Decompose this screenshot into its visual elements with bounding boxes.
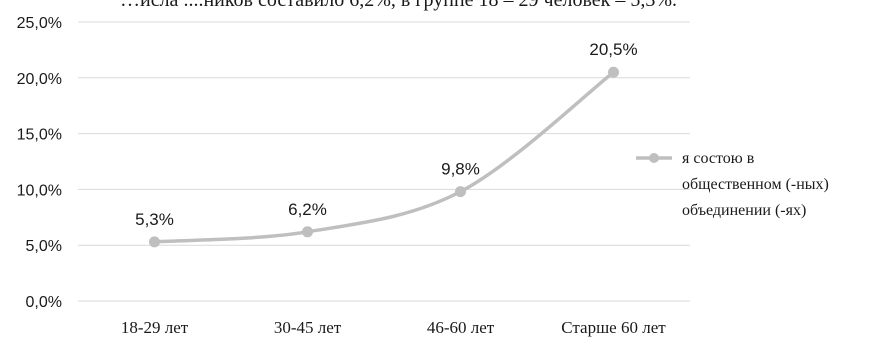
series-line xyxy=(154,70,615,244)
x-tick-label: 18-29 лет xyxy=(121,318,189,337)
y-tick-label: 5,0% xyxy=(26,238,62,255)
gridlines xyxy=(78,21,690,302)
data-label: 5,3% xyxy=(135,210,174,229)
legend-entry-line: общественном (-ных) xyxy=(682,176,829,193)
cut-off-top-text: …исла ....ников составило 6,2%, в группе… xyxy=(120,0,677,11)
data-label: 6,2% xyxy=(288,200,327,219)
legend-point-marker xyxy=(649,153,659,163)
data-labels: 5,3% 6,2% 9,8% 20,5% xyxy=(135,40,637,229)
data-points xyxy=(149,66,619,248)
data-point xyxy=(302,226,313,238)
data-label: 9,8% xyxy=(441,160,480,179)
legend-entry: я состою в общественном (-ных) объединении… xyxy=(682,150,829,219)
x-tick-label: 46-60 лет xyxy=(427,318,495,337)
data-point xyxy=(455,186,466,198)
legend-entry-line: я состою в xyxy=(682,150,755,167)
legend: я состою в общественном (-ных) объединении… xyxy=(636,150,829,219)
x-tick-label: 30-45 лет xyxy=(274,318,342,337)
y-tick-label: 0,0% xyxy=(26,294,62,311)
data-point xyxy=(608,66,619,78)
data-point xyxy=(149,236,160,248)
y-axis-tick-labels: 0,0% 5,0% 10,0% 15,0% 20,0% 25,0% xyxy=(17,15,62,311)
x-axis-tick-labels: 18-29 лет 30-45 лет 46-60 лет Старше 60 лет xyxy=(121,318,666,337)
legend-entry-line: объединении (-ях) xyxy=(682,202,806,219)
x-tick-label: Старше 60 лет xyxy=(561,318,666,337)
y-tick-label: 15,0% xyxy=(17,127,62,144)
y-tick-label: 20,0% xyxy=(17,71,62,88)
y-tick-label: 25,0% xyxy=(17,15,62,32)
data-label: 20,5% xyxy=(589,40,637,59)
y-tick-label: 10,0% xyxy=(17,182,62,199)
